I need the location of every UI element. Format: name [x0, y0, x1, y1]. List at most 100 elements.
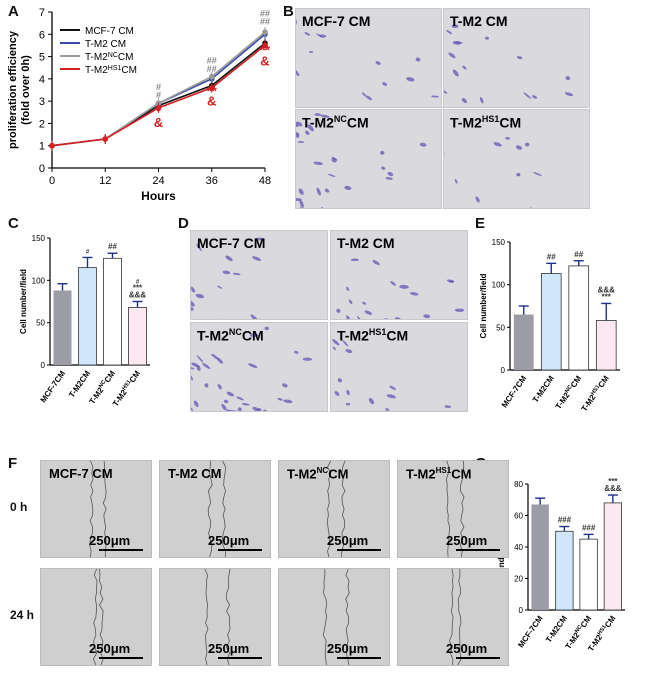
significance-mark: ### — [582, 523, 596, 532]
y-tick-label: 2 — [39, 118, 45, 130]
stained-cell — [191, 374, 194, 381]
significance-mark: & — [154, 115, 163, 130]
scale-label: 250μm — [89, 533, 131, 548]
stained-cell — [296, 122, 299, 128]
significance-mark: * — [156, 104, 162, 119]
y-tick-label: 5 — [39, 52, 45, 64]
stained-cell — [454, 179, 458, 184]
wound-edge-line — [99, 569, 104, 665]
stained-cell — [302, 357, 313, 361]
wound-tile: T-M2NCCM 250μm — [278, 460, 390, 558]
category-label-sup: HS1 — [590, 384, 601, 396]
category-label-sup: HS1 — [597, 624, 608, 636]
significance-mark: ### — [558, 516, 572, 525]
wound-edge — [92, 569, 104, 665]
stained-cell — [241, 403, 250, 406]
data-point — [208, 73, 215, 80]
micrograph-label-base: T-M2 — [302, 114, 334, 131]
bar — [531, 504, 549, 610]
y-tick-label: 0 — [41, 361, 46, 370]
stained-cell — [390, 280, 396, 286]
panel-label-c: C — [8, 215, 19, 232]
significance-mark: &&& — [604, 484, 622, 493]
significance-mark: &&& — [129, 291, 147, 300]
wound-row-label: 0 h — [10, 500, 28, 514]
cell-stain-pattern — [444, 9, 574, 104]
legend-entry-base: MCF-7 CM — [85, 26, 134, 37]
stained-cell — [252, 256, 262, 261]
stained-cell — [479, 97, 484, 104]
wound-recovery-bar-chart: 020406080Wound recovery(%)MCF-7CM###T-M2… — [497, 477, 625, 653]
micrograph-tile: MCF-7 CM — [190, 230, 328, 320]
cell-stain-pattern — [191, 326, 313, 411]
y-axis-label: Cell number/field — [479, 273, 488, 338]
bar — [603, 502, 623, 611]
category-label: T-M2CM — [544, 614, 569, 645]
stained-cell — [221, 403, 227, 411]
scale-label: 250μm — [446, 533, 488, 548]
wound-tile: T-M2 CM 250μm — [159, 460, 271, 558]
stained-cell — [226, 409, 235, 411]
micrograph-tile: T-M2HS1CM — [443, 109, 590, 209]
stained-cell — [305, 130, 310, 135]
wound-label-base: MCF-7 CM — [49, 466, 113, 481]
stained-cell — [357, 315, 361, 319]
stained-cell — [223, 399, 229, 404]
significance-mark: *** — [608, 477, 618, 486]
stained-cell — [299, 199, 304, 208]
wound-tile: 250μm — [397, 568, 509, 666]
category-label: MCF-7CM — [516, 614, 545, 650]
wound-edge-line — [102, 461, 107, 557]
micrograph-label-tail: CM — [241, 327, 264, 344]
legend-entry-tail: CM — [121, 65, 137, 76]
y-tick-label: 50 — [496, 323, 505, 332]
stained-cell — [204, 383, 209, 388]
stained-cell — [236, 396, 244, 401]
category-label: MCF-7CM — [500, 374, 529, 410]
stained-cell — [250, 314, 258, 319]
data-point — [208, 84, 215, 91]
significance-mark: & — [260, 53, 269, 68]
cell-stain-pattern — [444, 137, 542, 208]
scale-bar — [99, 657, 143, 659]
y-tick-label: 3 — [39, 96, 45, 108]
wound-edge — [326, 461, 346, 557]
stained-cell — [529, 207, 537, 208]
wound-label-sup: NC — [316, 466, 329, 475]
stained-cell — [277, 397, 283, 401]
stained-cell — [296, 133, 300, 138]
significance-mark: ## — [207, 64, 217, 74]
y-tick-label: 150 — [32, 234, 46, 243]
x-tick-label: 36 — [206, 175, 218, 187]
scale-bar — [218, 657, 262, 659]
stained-cell — [386, 394, 396, 399]
category-label: T-M2CM — [531, 374, 556, 405]
wound-tile: 250μm — [278, 568, 390, 666]
stained-cell — [564, 92, 574, 97]
y-tick-label: 80 — [514, 480, 523, 489]
stained-cell — [196, 365, 201, 372]
legend-entry-sup: NC — [108, 52, 118, 59]
significance-mark: *** — [602, 292, 612, 301]
stained-cell — [444, 88, 448, 94]
wound-label-base: T-M2 CM — [168, 466, 222, 481]
stained-cell — [230, 410, 240, 411]
y-tick-label: 0 — [39, 163, 45, 175]
micrograph-tile: T-M2HS1CM — [330, 322, 468, 412]
wound-edge — [322, 569, 350, 665]
stained-cell — [346, 315, 351, 319]
stained-cell — [409, 292, 419, 296]
bar — [128, 307, 147, 366]
wound-tile: 250μm — [40, 568, 152, 666]
y-axis-label-2: (fold over 0h) — [20, 55, 32, 125]
stained-cell — [218, 318, 225, 319]
y-tick-label: 6 — [39, 29, 45, 41]
micrograph-label-sup: NC — [228, 327, 242, 337]
y-tick-label: 60 — [514, 512, 523, 521]
stained-cell — [448, 280, 454, 283]
significance-mark: & — [207, 94, 216, 109]
stained-cell — [328, 173, 336, 177]
category-label-sup: NC — [98, 379, 108, 389]
stained-cell — [365, 95, 372, 101]
stained-cell — [191, 365, 195, 370]
